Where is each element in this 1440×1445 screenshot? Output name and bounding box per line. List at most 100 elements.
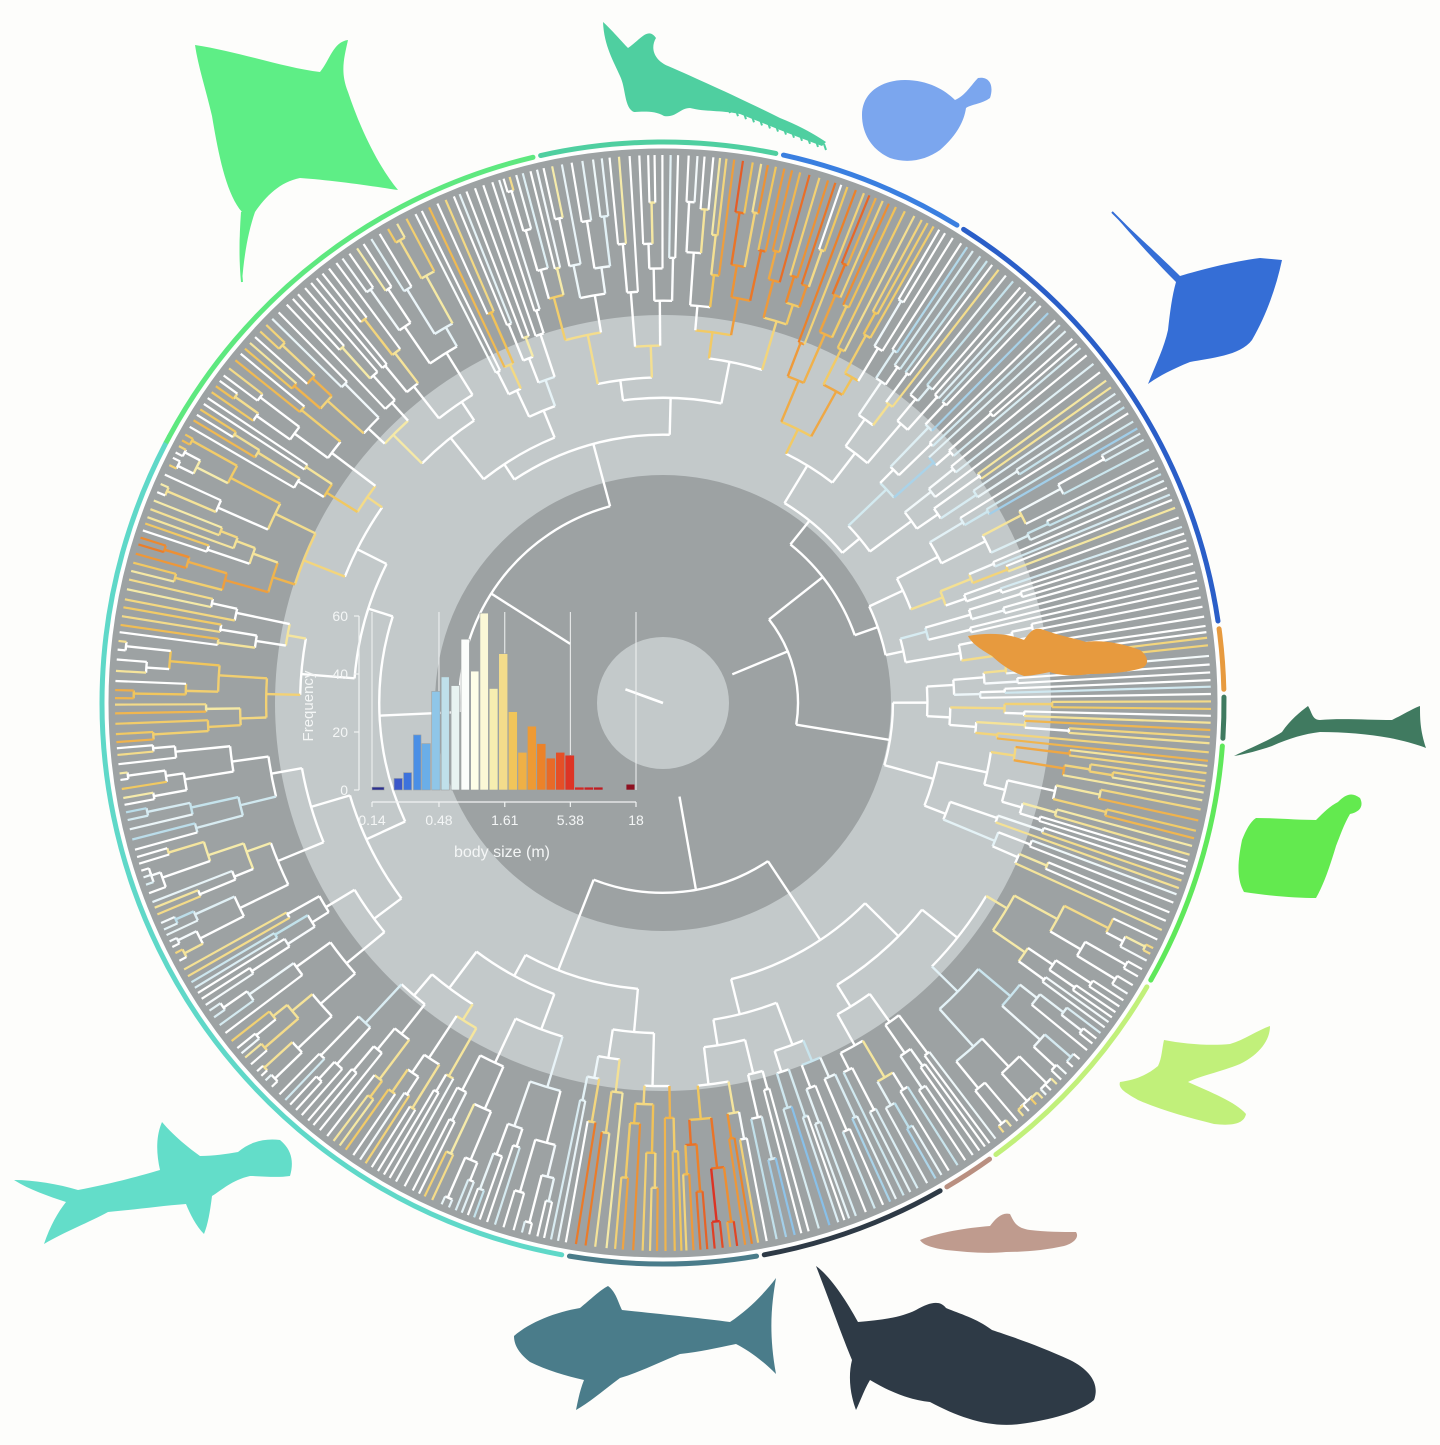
y-tick-label: 40 [332, 666, 348, 682]
tree-branch [239, 883, 289, 910]
tree-branch [264, 1073, 273, 1082]
tree-branch [272, 1003, 288, 1018]
tree-branch [403, 325, 431, 365]
tree-branch [436, 203, 489, 315]
tree-branch [1119, 945, 1148, 962]
tree-branch [405, 1076, 420, 1096]
tree-branch [891, 1071, 905, 1091]
tree-branch [994, 493, 1171, 568]
tree-branch [927, 715, 951, 719]
tree-branch [810, 390, 838, 437]
tree-branch [760, 1116, 774, 1160]
tree-branch [906, 1086, 959, 1166]
tree-node-arc [906, 1124, 913, 1130]
tree-branch [988, 337, 1074, 414]
tree-branch [125, 807, 147, 814]
tree-branch [985, 894, 1008, 910]
tree-branch [992, 486, 1168, 564]
tree-branch [369, 288, 401, 332]
tree-node-arc [919, 1063, 926, 1069]
tree-branch [1015, 745, 1070, 755]
tree-branch [1123, 967, 1139, 978]
tree-branch [239, 795, 277, 807]
tree-branch [373, 897, 403, 920]
tree-branch [1082, 1027, 1098, 1040]
tree-branch [729, 298, 740, 336]
tree-node-arc [750, 1115, 762, 1121]
tree-branch [997, 732, 1209, 754]
clade-arc [163, 435, 172, 445]
tree-branch [536, 1200, 547, 1237]
histogram-bar [431, 691, 441, 791]
tree-branch [520, 1221, 526, 1233]
tree-branch [649, 345, 654, 378]
tree-branch [876, 222, 929, 315]
tree-branch [175, 910, 195, 921]
tree-branch [152, 869, 233, 904]
y-tick-label: 60 [332, 608, 348, 624]
tree-node-arc [899, 638, 907, 663]
tree-branch [197, 937, 286, 994]
tree-node-arc [205, 545, 211, 553]
tree-branch [387, 288, 412, 324]
tree-branch [935, 451, 952, 467]
tree-branch [362, 243, 393, 288]
tree-node-arc [219, 1002, 226, 1011]
tree-branch [818, 184, 843, 250]
tree-branch [905, 651, 961, 664]
tree-branch [160, 483, 169, 489]
tree-branch [840, 194, 871, 264]
tree-branch [364, 1095, 411, 1164]
tree-node-arc [206, 720, 210, 732]
tree-branch [934, 291, 1027, 396]
tree-branch [981, 514, 1022, 537]
tree-branch [1002, 554, 1191, 609]
tree-branch [203, 402, 306, 471]
tree-branch [446, 1157, 467, 1199]
tree-branch [398, 239, 423, 280]
tree-branch [211, 391, 254, 422]
tree-branch [235, 539, 256, 550]
tree-branch [126, 588, 212, 609]
tree-node-arc [366, 286, 374, 294]
tree-branch [310, 282, 384, 369]
histogram-bar [527, 725, 537, 791]
tree-branch [271, 318, 343, 388]
tree-branch [924, 403, 946, 426]
shark-orange-silhouette [968, 628, 1148, 676]
tree-branch [1104, 814, 1195, 840]
tree-branch [518, 1139, 537, 1193]
tree-node-arc [535, 332, 545, 338]
tree-branch [1066, 1006, 1102, 1034]
tree-branch [287, 634, 307, 640]
tree-branch [928, 319, 1057, 444]
tree-node-arc [253, 635, 258, 648]
tree-branch [556, 1100, 587, 1242]
histogram-bar [440, 676, 450, 791]
tree-branch [891, 269, 1000, 408]
tree-branch [551, 166, 564, 218]
tree-branch [924, 1085, 974, 1156]
tree-branch [688, 1119, 693, 1145]
tree-branch [823, 186, 849, 252]
rostrum-tooth [743, 112, 747, 120]
tree-branch [129, 813, 193, 831]
histogram-bar [479, 612, 489, 791]
tree-branch [274, 512, 317, 535]
tree-branch [370, 238, 406, 292]
tree-branch [632, 1123, 642, 1251]
tree-branch [945, 597, 966, 607]
tree-node-arc [787, 375, 805, 384]
clade-arc [761, 1188, 943, 1258]
tree-branch [708, 274, 716, 308]
tree-branch [218, 674, 267, 680]
tree-branch [621, 1177, 630, 1250]
tree-branch [842, 203, 890, 306]
tree-node-arc [587, 1120, 596, 1124]
tree-branch [240, 716, 267, 720]
tree-branch [1001, 532, 1185, 594]
tree-node-arc [163, 770, 169, 783]
tree-branch [367, 427, 386, 445]
tree-node-arc [569, 262, 581, 268]
tree-branch [976, 720, 1026, 727]
